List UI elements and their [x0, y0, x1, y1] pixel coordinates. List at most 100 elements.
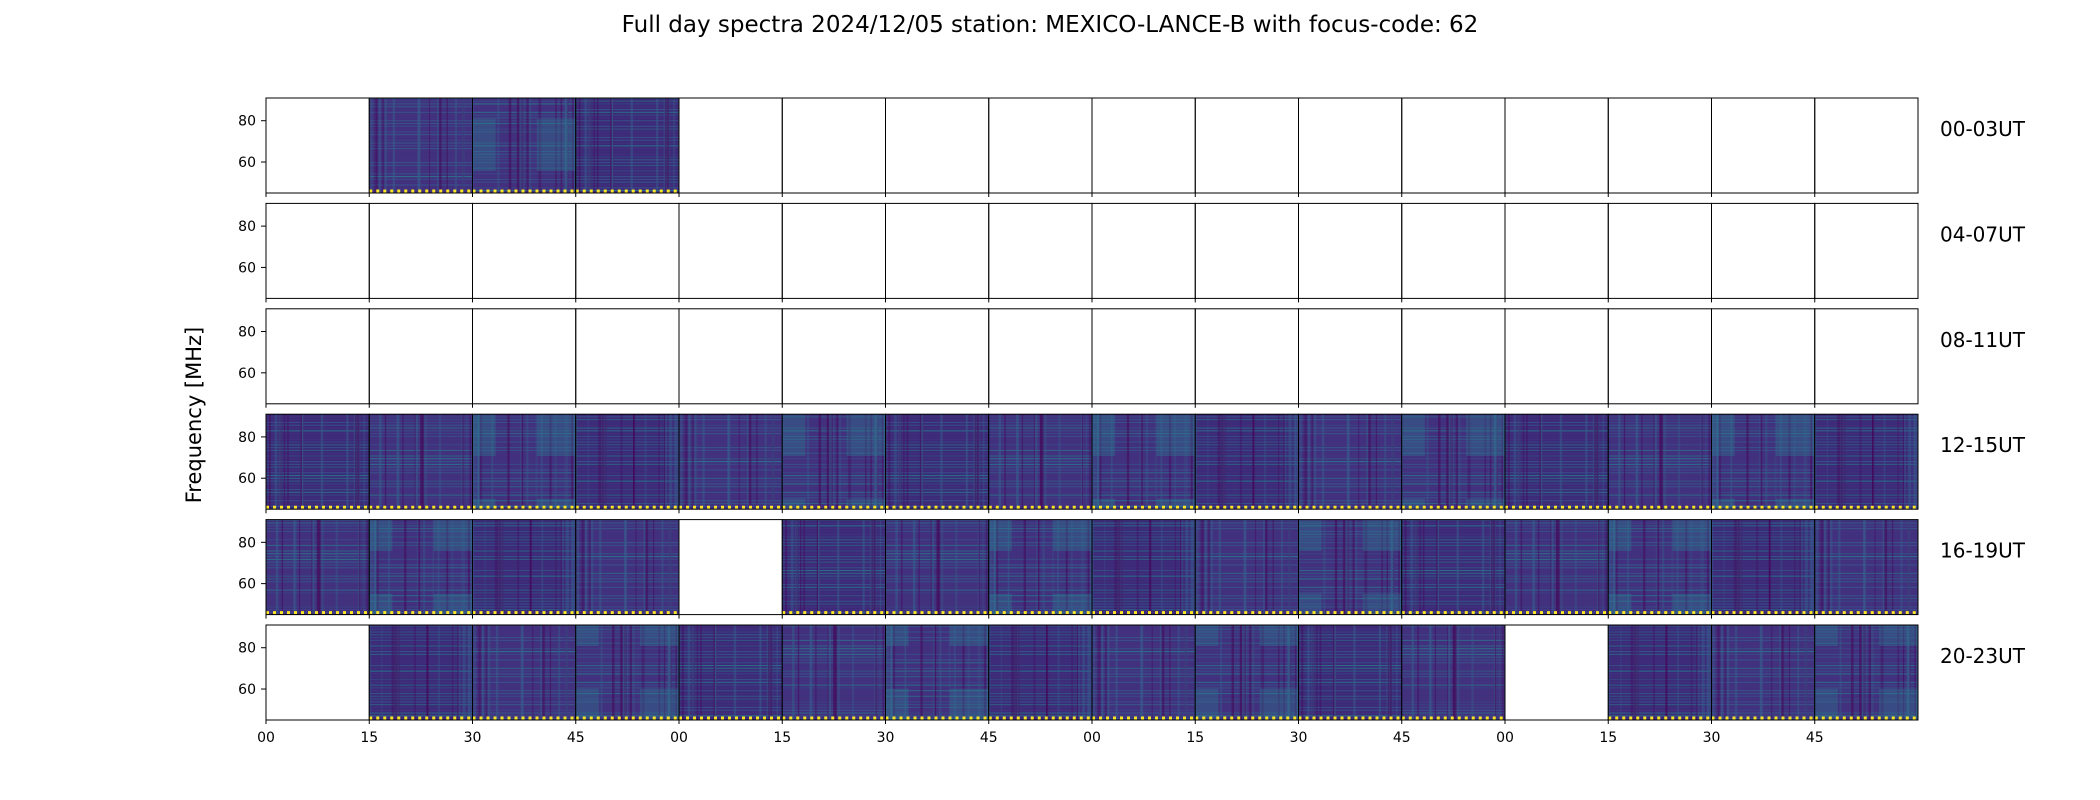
spectrum-panel — [1505, 519, 1609, 615]
x-tick-label: 30 — [464, 730, 482, 746]
row-label: 20-23UT — [1940, 644, 2026, 668]
spectra-row: 60 80 00-03UT — [238, 97, 2026, 197]
spectra-row: 60 80 16-19UT — [238, 519, 2026, 619]
panel-frame — [1607, 97, 1712, 194]
spectrum-panel — [1298, 414, 1402, 510]
spectra-row: 60 80 20-23UT — [238, 624, 2026, 724]
spectrum-panel — [782, 519, 886, 615]
panel-frame — [1091, 202, 1196, 299]
panel-frame — [1814, 97, 1919, 194]
spectrum-panel — [1298, 519, 1402, 615]
x-tick-label: 45 — [980, 730, 998, 746]
panel-frame — [1711, 97, 1816, 194]
x-tick-label: 15 — [773, 730, 791, 746]
panel-frame — [1298, 308, 1403, 405]
x-tick-label: 00 — [257, 730, 275, 746]
spectrum-panel — [1195, 414, 1299, 510]
spectrum-panel — [1711, 625, 1815, 720]
panel-frame — [1504, 202, 1609, 299]
panel-frame — [575, 308, 680, 405]
panel-frame — [678, 97, 783, 194]
spectrum-panel — [369, 519, 473, 615]
y-tick-label: 80 — [238, 325, 256, 341]
spectrum-panel — [885, 519, 989, 615]
panel-frame — [1814, 308, 1919, 405]
panel-frame — [1401, 202, 1506, 299]
row-label: 12-15UT — [1940, 433, 2026, 457]
row-label: 00-03UT — [1940, 117, 2026, 141]
panel-frame — [781, 308, 886, 405]
panel-frame — [1814, 202, 1919, 299]
x-tick-label: 30 — [1290, 730, 1308, 746]
x-tick-label: 00 — [1496, 730, 1514, 746]
panel-frame — [1091, 97, 1196, 194]
chart-title: Full day spectra 2024/12/05 station: MEX… — [621, 12, 1479, 38]
panel-frame — [885, 202, 990, 299]
spectrum-panel — [472, 98, 576, 193]
panel-frame — [575, 202, 680, 299]
panel-frame — [678, 308, 783, 405]
panel-frame — [1504, 308, 1609, 405]
panel-frame — [1091, 308, 1196, 405]
panel-frame — [1504, 624, 1609, 721]
panel-frame — [988, 308, 1093, 405]
panel-frame — [1504, 97, 1609, 194]
panel-frame — [1814, 624, 1919, 721]
panel-frame — [781, 202, 886, 299]
panel-frame — [368, 308, 473, 405]
spectra-row: 60 80 12-15UT — [238, 413, 2026, 514]
spectrum-panel — [885, 414, 989, 510]
spectrum-panel — [369, 98, 473, 193]
spectrum-panel — [885, 625, 989, 720]
spectrum-panel — [1505, 414, 1609, 510]
row-label: 16-19UT — [1940, 539, 2026, 563]
x-tick-label: 00 — [670, 730, 688, 746]
panel-frame — [1401, 308, 1506, 405]
panel-frame — [265, 97, 370, 194]
y-tick-label: 60 — [238, 577, 256, 593]
panel-frame — [265, 308, 370, 405]
panel-frame — [1194, 97, 1299, 194]
panel-frame — [265, 624, 370, 721]
panel-frame — [368, 202, 473, 299]
panel-frame — [472, 202, 577, 299]
y-tick-label: 60 — [238, 682, 256, 698]
panel-frame — [781, 97, 886, 194]
panel-frame — [1814, 519, 1919, 616]
spectrum-panel — [988, 519, 1092, 615]
spectrum-panel — [369, 625, 473, 720]
spectrum-panel — [1401, 519, 1505, 615]
spectrum-panel — [782, 625, 886, 720]
panel-frame — [678, 519, 783, 616]
spectrum-panel — [575, 625, 679, 720]
spectrum-panel — [472, 414, 576, 510]
panel-frame — [1298, 97, 1403, 194]
panel-frame — [1194, 308, 1299, 405]
spectrum-panel — [1401, 414, 1505, 510]
spectra-row: 60 80 04-07UT — [238, 202, 2026, 303]
spectrum-panel — [266, 519, 370, 615]
spectrum-panel — [1711, 519, 1815, 615]
spectrum-panel — [1092, 625, 1196, 720]
panel-frame — [472, 308, 577, 405]
row-label: 08-11UT — [1940, 328, 2026, 352]
y-tick-label: 80 — [238, 535, 256, 551]
panel-frame — [1607, 202, 1712, 299]
row-label: 04-07UT — [1940, 222, 2026, 246]
y-tick-label: 80 — [238, 430, 256, 446]
panel-frame — [1401, 97, 1506, 194]
spectrum-panel — [472, 519, 576, 615]
y-tick-label: 60 — [238, 366, 256, 382]
spectrum-panel — [575, 519, 679, 615]
y-tick-label: 80 — [238, 641, 256, 657]
panel-frame — [1711, 308, 1816, 405]
spectrum-panel — [1814, 625, 1918, 720]
x-tick-label: 45 — [1393, 730, 1411, 746]
spectrum-panel — [369, 414, 473, 510]
panel-frame — [988, 202, 1093, 299]
spectrum-panel — [1195, 519, 1299, 615]
panel-frame — [885, 97, 990, 194]
panel-frame — [1607, 308, 1712, 405]
spectrum-panel — [1608, 625, 1712, 720]
